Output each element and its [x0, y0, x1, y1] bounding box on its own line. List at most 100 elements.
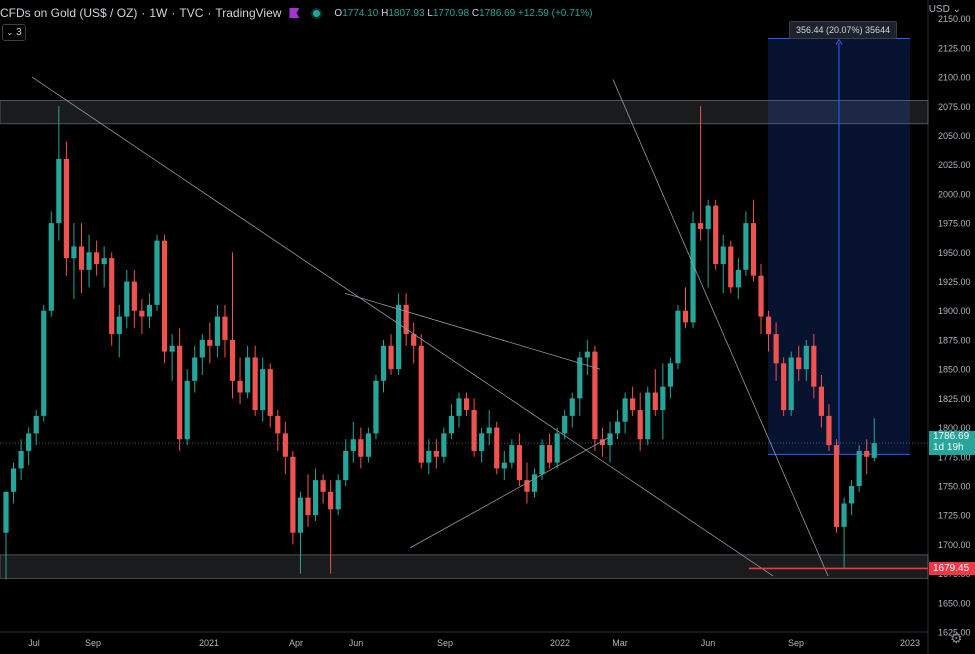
chart-zones — [0, 38, 929, 579]
candle — [682, 287, 689, 329]
candle — [177, 328, 183, 451]
candle-body — [479, 433, 485, 451]
candle-body — [765, 316, 772, 335]
x-tick-label: Sep — [85, 638, 101, 648]
price-axis[interactable]: 1625.001650.001675.001700.001725.001750.… — [938, 14, 971, 637]
candle-body — [735, 269, 741, 288]
candle — [607, 421, 613, 463]
trend-line-2 — [344, 292, 601, 370]
candle-body — [101, 258, 107, 265]
candle-body — [358, 439, 364, 457]
candle-body — [675, 310, 681, 364]
x-tick-label: Mar — [612, 638, 628, 648]
currency-selector[interactable]: USD ⌄ — [929, 4, 961, 15]
close-key: C — [471, 7, 480, 19]
candle — [599, 427, 606, 457]
candle — [245, 345, 251, 399]
high-key: H — [381, 7, 389, 19]
candle-body — [833, 445, 840, 527]
candle — [531, 468, 538, 498]
candle-body — [426, 450, 432, 463]
candle — [237, 357, 243, 405]
flag-icon[interactable] — [289, 8, 300, 18]
candle-body — [584, 351, 590, 358]
support-zone — [0, 554, 929, 579]
candle — [441, 427, 447, 463]
y-tick-label: 1700.00 — [938, 540, 971, 550]
open-key: O — [334, 7, 343, 19]
candle-body — [161, 240, 168, 352]
candle — [614, 410, 621, 440]
candle — [584, 339, 590, 375]
candle — [577, 351, 583, 416]
candle-body — [260, 369, 266, 411]
last-price-value: 1786.69 — [933, 431, 970, 443]
y-tick-label: 2075.00 — [938, 102, 971, 112]
candle-body — [645, 392, 651, 440]
candle — [10, 462, 17, 504]
candle-body — [750, 223, 757, 276]
candle-body — [501, 462, 507, 469]
y-tick-label: 1650.00 — [938, 598, 971, 608]
y-tick-label: 1750.00 — [938, 481, 971, 491]
candle-body — [71, 246, 77, 259]
candle — [131, 269, 137, 329]
candle-body — [569, 398, 575, 416]
candle-body — [690, 223, 696, 323]
symbol-title[interactable]: CFDs on Gold (US$ / OZ) — [0, 6, 138, 20]
candle — [388, 334, 394, 375]
candle-body — [33, 415, 39, 434]
candle-body — [109, 258, 115, 335]
x-tick-label: Sep — [437, 638, 453, 648]
candle — [161, 234, 168, 364]
candle-body — [849, 485, 855, 504]
candle-body — [713, 205, 719, 265]
candle — [743, 211, 749, 276]
y-tick-label: 1900.00 — [938, 306, 971, 316]
y-tick-label: 1625.00 — [938, 628, 971, 638]
y-tick-label: 1875.00 — [938, 335, 971, 345]
gear-icon[interactable]: ⚙ — [950, 630, 963, 646]
candle-body — [275, 415, 281, 434]
close-value: 1786.69 — [479, 7, 516, 19]
high-value: 1807.93 — [388, 7, 425, 19]
ohlc-readout: O1774.10 H1807.93 L1770.98 C1786.69 +12.… — [334, 8, 592, 19]
candle-body — [433, 450, 439, 457]
candle-body — [577, 357, 583, 399]
candle-body — [94, 252, 100, 265]
candle — [312, 468, 319, 522]
y-tick-label: 1950.00 — [938, 248, 971, 258]
candle-body — [320, 480, 326, 492]
candle-body — [177, 345, 183, 440]
candle — [592, 345, 598, 451]
y-tick-label: 1775.00 — [938, 452, 971, 462]
indicators-toggle[interactable]: ⌄ 3 — [2, 24, 26, 41]
candle — [811, 334, 817, 399]
time-to-close: 1d 19h — [933, 442, 964, 454]
y-tick-label: 1800.00 — [938, 423, 971, 433]
candle — [833, 439, 840, 533]
candle-body — [229, 339, 236, 381]
candle-body — [207, 339, 213, 346]
y-tick-label: 2050.00 — [938, 131, 971, 141]
candle-body — [856, 450, 862, 486]
chevron-down-icon: ⌄ — [6, 28, 14, 37]
candle-body — [403, 304, 409, 335]
time-axis[interactable]: Jul Sep 2021 Apr Jun Sep 2022 Mar Jun Sep 2023 — [28, 638, 920, 648]
candle — [154, 234, 160, 311]
candle-body — [796, 357, 802, 370]
candle — [184, 369, 190, 446]
trend-lines[interactable] — [31, 76, 928, 577]
candle — [139, 299, 145, 335]
candle — [26, 427, 32, 465]
candle-body — [864, 450, 870, 457]
candle — [856, 445, 862, 492]
candle-body — [524, 480, 530, 492]
candle — [411, 322, 417, 364]
interval-label[interactable]: 1W — [149, 6, 168, 20]
candle-body — [214, 316, 220, 346]
candle-body — [803, 345, 809, 370]
candle-body — [48, 223, 54, 311]
y-tick-label: 1850.00 — [938, 365, 971, 375]
